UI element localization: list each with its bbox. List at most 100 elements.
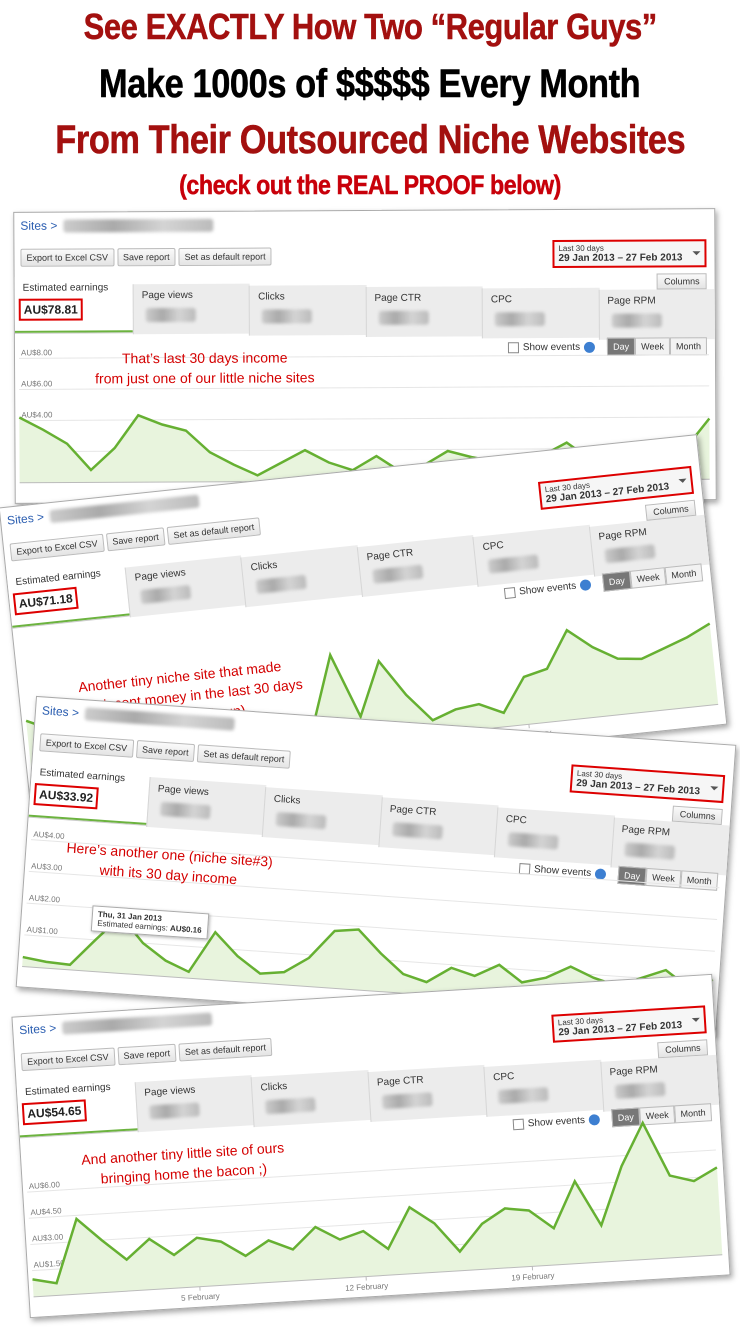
metric-cell[interactable]: Page views — [134, 1075, 255, 1133]
blurred-value — [611, 313, 662, 328]
toolbar-button[interactable]: Save report — [116, 247, 176, 267]
metric-cell[interactable]: Clicks — [249, 284, 367, 336]
metric-cell[interactable]: Estimated earnings AU$33.92 — [28, 760, 151, 825]
blurred-site-name — [84, 706, 236, 731]
tooltip-value: AU$0.16 — [169, 923, 202, 935]
metric-cell[interactable]: Estimated earnings AU$54.65 — [16, 1074, 138, 1138]
metric-label: Page views — [144, 1084, 196, 1099]
columns-button[interactable]: Columns — [657, 1039, 709, 1059]
metric-label: CPC — [490, 294, 513, 306]
blurred-value — [614, 1081, 666, 1100]
metric-cell[interactable]: Estimated earnings AU$78.81 — [14, 276, 133, 333]
x-tick-label: 5 February — [181, 1292, 220, 1303]
toolbar-button[interactable]: Export to Excel CSV — [39, 733, 134, 758]
metric-label: Page CTR — [389, 803, 437, 819]
toolbar-button[interactable]: Save report — [135, 740, 196, 763]
metric-label: Page RPM — [607, 295, 656, 307]
blurred-value — [507, 832, 559, 850]
grid-line — [30, 839, 720, 889]
dropdown-caret — [691, 1017, 701, 1027]
grid-line — [28, 1175, 718, 1219]
date-range[interactable]: Last 30 days 29 Jan 2013 – 27 Feb 2013 — [552, 239, 707, 269]
metric-cell[interactable]: Page CTR — [365, 286, 484, 337]
metrics-row: Estimated earnings AU$78.81 Page views Clic… — [14, 273, 716, 340]
blurred-value — [381, 1092, 433, 1110]
grid-line — [30, 1201, 720, 1245]
toolbar-button[interactable]: Export to Excel CSV — [20, 1047, 116, 1072]
blurred-value — [391, 822, 443, 840]
earnings-chart: AU$1.50 AU$3.00 AU$4.50 AU$6.00 5 February 12… — [27, 1120, 723, 1303]
breadcrumb-link[interactable]: Sites > — [20, 218, 58, 233]
toolbar-button[interactable]: Save report — [105, 527, 166, 552]
y-tick-label: AU$1.50 — [33, 1259, 65, 1270]
columns-button[interactable]: Columns — [672, 805, 723, 826]
metric-label: Estimated earnings — [22, 282, 109, 294]
date-range[interactable]: Last 30 days 29 Jan 2013 – 27 Feb 2013 — [551, 1005, 707, 1043]
blurred-site-name — [61, 1011, 213, 1035]
annotation-line: from just one of our little niche sites — [95, 369, 315, 387]
subheadline-text: (check out the REAL PROOF below) — [179, 170, 562, 201]
blurred-site-name — [63, 218, 214, 233]
headline: Make 1000s of $$$$$ Every Month — [0, 62, 740, 107]
blurred-value — [159, 801, 211, 820]
metric-label: Page RPM — [621, 824, 671, 839]
y-tick-label: AU$6.00 — [29, 1180, 61, 1191]
dropdown-caret — [692, 251, 701, 260]
metric-cell[interactable]: Page views — [132, 283, 251, 335]
metric-cell[interactable]: Clicks — [250, 1070, 372, 1128]
blurred-value — [378, 310, 429, 325]
headline: From Their Outsourced Niche Websites — [0, 118, 740, 163]
earnings-value: AU$54.65 — [21, 1099, 88, 1126]
blurred-value — [145, 307, 196, 323]
toolbar-button[interactable]: Set as default report — [196, 744, 291, 769]
report-panel: Sites > Export to Excel CSV Save report Set… — [11, 973, 731, 1319]
blurred-value — [262, 309, 313, 324]
metric-label: Page views — [157, 783, 210, 799]
blurred-value — [487, 554, 540, 574]
blurred-value — [275, 811, 327, 830]
date-range[interactable]: Last 30 days 29 Jan 2013 – 27 Feb 2013 — [569, 764, 726, 804]
blurred-value — [256, 574, 308, 594]
y-tick-label: AU$4.00 — [21, 410, 53, 419]
breadcrumb: Sites > — [20, 218, 214, 233]
metric-label: Page RPM — [609, 1064, 659, 1079]
metric-cell[interactable]: CPC — [483, 1059, 604, 1117]
breadcrumb-link[interactable]: Sites > — [41, 703, 80, 720]
toolbar-button[interactable]: Export to Excel CSV — [20, 248, 115, 267]
grid-line — [19, 416, 710, 422]
y-tick-label: AU$8.00 — [21, 348, 53, 357]
headline-text: From Their Outsourced Niche Websites — [55, 118, 686, 163]
metric-label: CPC — [505, 813, 528, 827]
breadcrumb-link[interactable]: Sites > — [18, 1021, 57, 1038]
headline-text: See EXACTLY How Two “Regular Guys” — [83, 6, 657, 48]
date-range-value: 29 Jan 2013 – 27 Feb 2013 — [558, 252, 683, 264]
y-tick-label: AU$2.00 — [29, 893, 61, 904]
earnings-value: AU$71.18 — [12, 586, 79, 616]
toolbar-button[interactable]: Set as default report — [178, 1037, 273, 1062]
blurred-value — [149, 1102, 200, 1120]
headline: See EXACTLY How Two “Regular Guys” — [0, 6, 740, 48]
metric-label: Page views — [141, 289, 193, 302]
columns-button[interactable]: Columns — [657, 273, 707, 290]
metric-cell[interactable]: Page CTR — [367, 1064, 488, 1122]
selected-underline — [19, 1128, 138, 1138]
grid-line — [28, 870, 718, 920]
toolbar-button[interactable]: Set as default report — [178, 247, 272, 266]
metric-label: Page CTR — [374, 292, 422, 304]
breadcrumb-link[interactable]: Sites > — [6, 509, 45, 528]
x-tick-label: 19 February — [511, 1271, 555, 1283]
earnings-value: AU$33.92 — [33, 783, 99, 810]
annotation-line: That’s last 30 days income — [121, 349, 288, 367]
metric-label: CPC — [482, 539, 505, 554]
y-tick-label: AU$6.00 — [21, 379, 53, 388]
toolbar-button[interactable]: Set as default report — [166, 517, 262, 545]
y-tick-label: AU$4.50 — [30, 1206, 62, 1217]
toolbar: Export to Excel CSV Save report Set as def… — [20, 247, 272, 267]
metric-label: Page CTR — [366, 547, 414, 564]
dropdown-caret — [709, 786, 719, 795]
toolbar-button[interactable]: Save report — [117, 1043, 177, 1066]
metric-label: CPC — [492, 1071, 515, 1084]
toolbar-button[interactable]: Export to Excel CSV — [9, 533, 105, 562]
blurred-value — [265, 1097, 317, 1115]
